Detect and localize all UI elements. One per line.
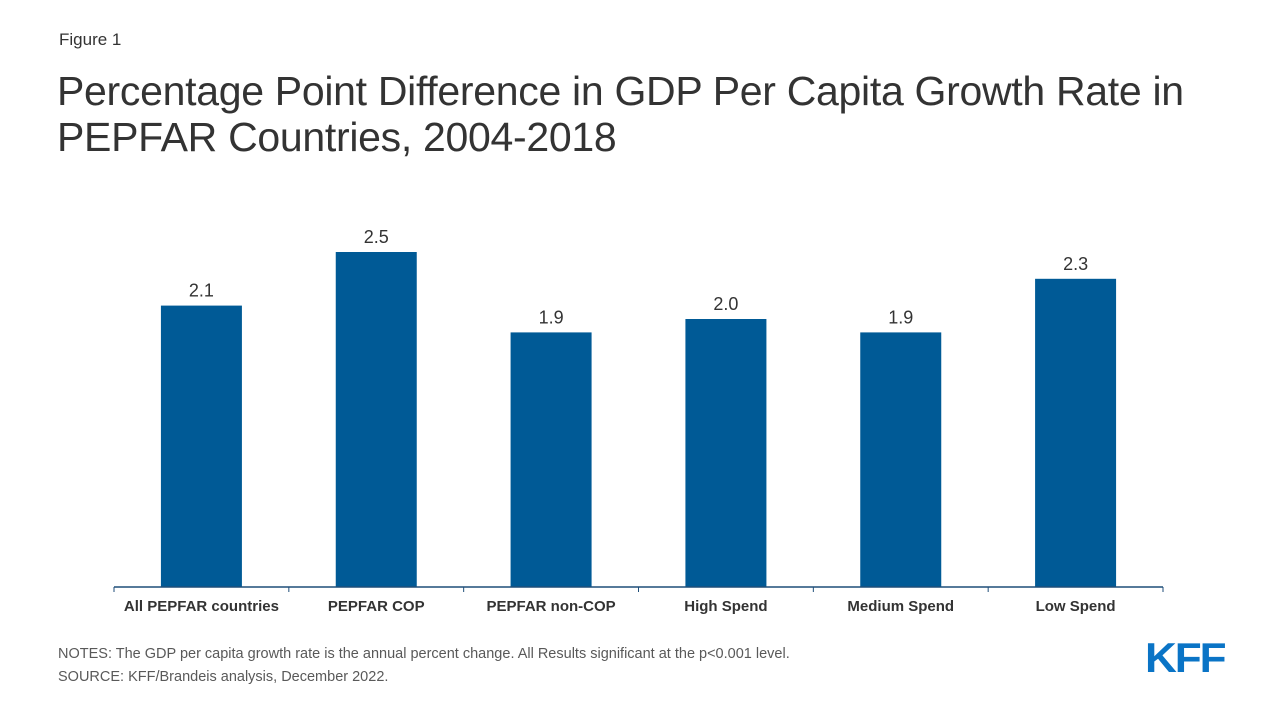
- figure-label: Figure 1: [59, 30, 122, 49]
- category-label-3: High Spend: [684, 598, 767, 615]
- category-label-0: All PEPFAR countries: [124, 598, 279, 615]
- category-labels-group: All PEPFAR countries PEPFAR COP PEPFAR non…: [124, 598, 1116, 615]
- chart-title: Percentage Point Difference in GDP Per C…: [57, 68, 1184, 160]
- category-label-4: Medium Spend: [847, 598, 954, 615]
- data-label-0: 2.1: [189, 281, 214, 301]
- data-label-2: 1.9: [539, 307, 564, 327]
- bar-2: [510, 332, 592, 587]
- category-label-2: PEPFAR non-COP: [486, 598, 615, 615]
- bar-5: [1035, 278, 1117, 587]
- category-label-1: PEPFAR COP: [328, 598, 425, 615]
- value-labels-group: 2.1 2.5 1.9 2.0 1.9 2.3: [189, 227, 1088, 327]
- category-label-5: Low Spend: [1036, 598, 1116, 615]
- bars-group: [160, 252, 1117, 587]
- data-label-1: 2.5: [364, 227, 389, 247]
- bar-0: [160, 305, 242, 587]
- kff-logo: KFF: [1145, 634, 1227, 681]
- bar-1: [335, 252, 417, 587]
- data-label-3: 2.0: [713, 294, 738, 314]
- bar-3: [685, 319, 767, 587]
- source-text: SOURCE: KFF/Brandeis analysis, December …: [58, 669, 389, 685]
- notes-text: NOTES: The GDP per capita growth rate is…: [58, 646, 790, 662]
- data-label-5: 2.3: [1063, 254, 1088, 274]
- bar-4: [860, 332, 942, 587]
- x-axis: [113, 586, 1164, 592]
- data-label-4: 1.9: [888, 307, 913, 327]
- footnotes: NOTES: The GDP per capita growth rate is…: [58, 643, 790, 689]
